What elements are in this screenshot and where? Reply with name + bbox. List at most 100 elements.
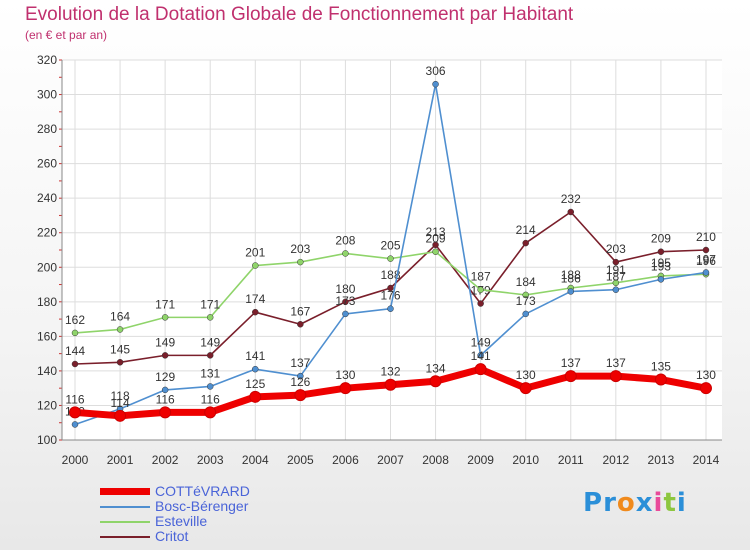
logo-letter-1: P: [583, 488, 604, 518]
legend-item-bosc-berenger: Bosc-Bérenger: [100, 499, 400, 514]
data-label-critot-2013: 209: [651, 232, 671, 246]
x-tick-label-2009: 2009: [467, 453, 494, 467]
point-bosc-berenger-2014: [702, 269, 710, 276]
legend-swatch-cottevrard: [100, 488, 150, 495]
data-label-cottevrard-2012: 137: [606, 356, 626, 370]
y-tick-label-280: 280: [37, 122, 57, 136]
point-cottevrard-2014: [699, 382, 712, 395]
data-label-critot-2004: 174: [245, 292, 265, 306]
point-bosc-berenger-2007: [387, 305, 394, 312]
point-critot-2005: [297, 321, 304, 328]
point-esteville-2012: [612, 279, 620, 287]
x-tick-label-2011: 2011: [558, 453, 584, 467]
point-bosc-berenger-2006: [342, 310, 349, 318]
data-label-cottevrard-2006: 130: [335, 368, 355, 382]
data-label-bosc-berenger-2011: 186: [561, 271, 581, 285]
data-label-cottevrard-2001: 114: [110, 396, 129, 410]
point-critot-2013: [657, 248, 665, 255]
data-label-esteville-2009: 187: [471, 270, 491, 284]
point-critot-2012: [612, 258, 620, 266]
data-label-cottevrard-2003: 116: [201, 392, 220, 406]
point-esteville-2006: [342, 250, 349, 257]
point-esteville-2001: [116, 326, 124, 333]
data-label-cottevrard-2002: 116: [156, 392, 175, 406]
data-label-bosc-berenger-2001: 118: [110, 389, 129, 403]
point-critot-2000: [71, 360, 79, 368]
point-esteville-2003: [206, 314, 214, 321]
data-label-esteville-2008: 209: [426, 232, 446, 246]
point-cottevrard-2005: [294, 389, 307, 402]
data-label-cottevrard-2004: 125: [245, 377, 265, 391]
point-cottevrard-2008: [429, 375, 442, 388]
data-label-bosc-berenger-2002: 129: [155, 370, 175, 384]
data-label-esteville-2001: 164: [110, 309, 130, 323]
logo-letter-2: r: [603, 488, 617, 518]
point-esteville-2002: [161, 314, 169, 321]
point-bosc-berenger-2013: [657, 276, 665, 283]
data-label-critot-2010: 214: [516, 223, 536, 237]
data-label-critot-2001: 145: [110, 342, 130, 356]
data-label-esteville-2003: 171: [200, 297, 220, 311]
data-label-esteville-2004: 201: [245, 246, 265, 260]
legend-swatch-esteville: [100, 521, 150, 523]
legend-label-esteville: Esteville: [155, 513, 208, 529]
point-critot-2004: [252, 308, 259, 316]
point-esteville-2008: [432, 248, 439, 255]
point-cottevrard-2013: [654, 373, 667, 386]
data-label-critot-2005: 167: [290, 304, 310, 318]
legend-swatch-critot: [100, 536, 150, 538]
data-label-critot-2000: 144: [65, 344, 85, 358]
point-critot-2006: [342, 298, 349, 306]
point-cottevrard-2007: [384, 378, 397, 391]
legend-label-critot: Critot: [155, 528, 189, 544]
data-label-critot-2011: 232: [561, 192, 581, 206]
point-esteville-2010: [522, 291, 529, 299]
point-critot-2002: [161, 352, 169, 359]
y-tick-label-100: 100: [37, 433, 57, 447]
point-bosc-berenger-2005: [297, 372, 304, 380]
x-tick-label-2008: 2008: [422, 453, 449, 467]
data-label-bosc-berenger-2013: 193: [651, 259, 671, 273]
x-tick-label-2004: 2004: [242, 453, 269, 467]
point-critot-2010: [522, 239, 529, 247]
point-critot-2009: [477, 300, 484, 307]
point-cottevrard-2011: [564, 370, 577, 383]
chart-title: Evolution de la Dotation Globale de Fonc…: [25, 4, 574, 25]
data-label-cottevrard-2014: 130: [696, 368, 716, 382]
logo-letter-7: i: [676, 488, 687, 518]
point-bosc-berenger-2008: [432, 80, 439, 88]
point-esteville-2007: [387, 255, 394, 262]
data-label-esteville-2002: 171: [155, 297, 175, 311]
point-cottevrard-2000: [69, 406, 81, 419]
data-label-critot-2014: 210: [696, 230, 716, 244]
point-critot-2014: [702, 246, 710, 254]
data-label-bosc-berenger-2007: 176: [380, 289, 400, 303]
logo-letter-3: o: [616, 488, 636, 518]
y-tick-label-120: 120: [37, 398, 57, 412]
point-critot-2008: [432, 241, 439, 249]
point-cottevrard-2009: [474, 363, 487, 376]
data-label-bosc-berenger-2012: 187: [606, 270, 626, 284]
point-bosc-berenger-2010: [522, 310, 529, 318]
point-esteville-2005: [297, 258, 304, 266]
point-esteville-2009: [477, 286, 484, 293]
logo-letter-6: t: [663, 488, 677, 518]
point-critot-2003: [206, 352, 214, 359]
data-label-cottevrard-2007: 132: [380, 365, 400, 379]
data-label-esteville-2005: 203: [290, 242, 310, 256]
point-bosc-berenger-2000: [71, 421, 79, 428]
data-label-bosc-berenger-2008: 306: [426, 64, 446, 78]
y-tick-label-300: 300: [37, 88, 57, 102]
legend-label-bosc-berenger: Bosc-Bérenger: [155, 498, 249, 514]
data-label-cottevrard-2011: 137: [561, 356, 581, 370]
data-label-esteville-2011: 188: [561, 268, 581, 282]
point-esteville-2000: [71, 329, 79, 337]
point-critot-2007: [387, 284, 394, 292]
data-label-esteville-2013: 195: [651, 256, 671, 270]
x-tick-label-2000: 2000: [62, 453, 89, 467]
legend-swatch-bosc-berenger: [100, 506, 150, 508]
data-label-bosc-berenger-2005: 137: [290, 356, 310, 370]
point-cottevrard-2002: [159, 406, 172, 419]
point-bosc-berenger-2004: [252, 365, 259, 373]
